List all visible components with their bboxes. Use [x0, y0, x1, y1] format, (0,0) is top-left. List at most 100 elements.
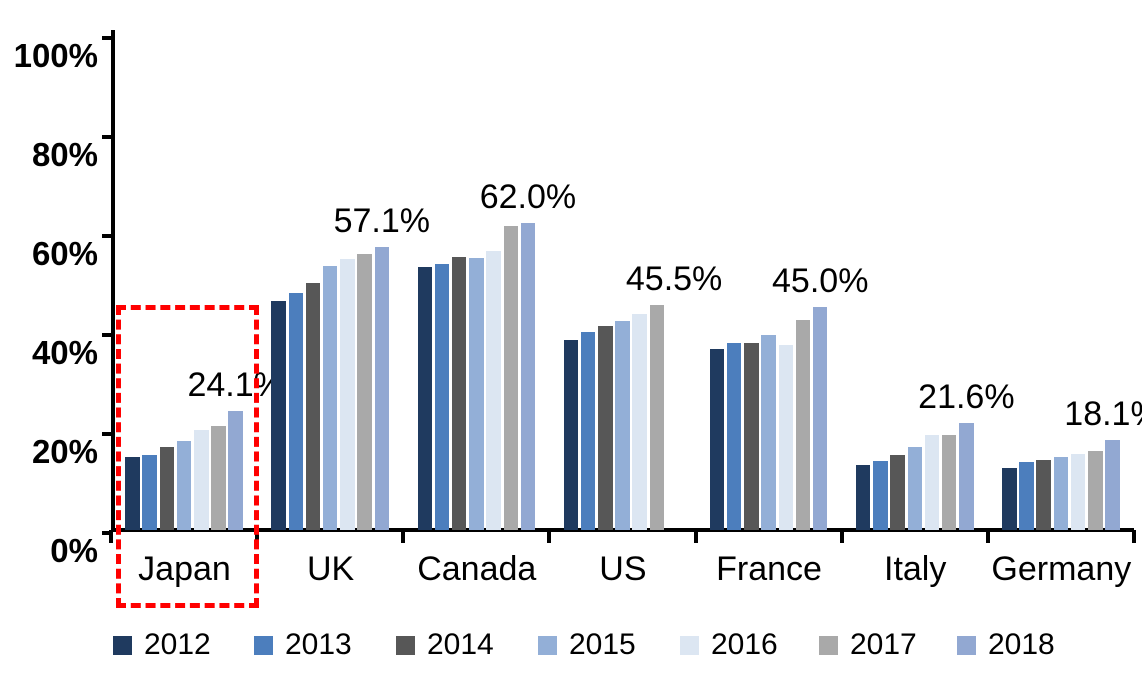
legend-swatch-2013	[254, 635, 273, 655]
bar-italy-2014	[890, 454, 905, 530]
y-axis-tick-40%	[102, 333, 112, 337]
category-label-japan: Japan	[138, 550, 231, 588]
category-label-italy: Italy	[884, 550, 947, 588]
data-label-germany: 18.1%	[1064, 395, 1142, 434]
bar-japan-2017	[211, 425, 226, 530]
bar-uk-2012	[271, 300, 286, 530]
japan-highlight-dashed-box	[116, 305, 259, 608]
y-axis-tick-20%	[102, 432, 112, 436]
legend-swatch-2017	[819, 635, 838, 655]
bar-canada-2012	[417, 266, 432, 530]
bar-uk-2015	[322, 265, 338, 530]
bar-italy-2015	[907, 446, 923, 530]
bar-germany-2014	[1036, 459, 1051, 530]
bar-italy-2016	[924, 434, 940, 530]
y-axis-label-80%: 80%	[31, 136, 98, 173]
bar-japan-2015	[176, 440, 192, 530]
category-label-uk: UK	[307, 550, 355, 588]
data-label-france: 45.0%	[772, 262, 869, 301]
bar-canada-2016	[486, 250, 501, 530]
bar-canada-2013	[434, 263, 450, 530]
bar-us-2012	[563, 340, 579, 530]
bar-germany-2012	[1002, 468, 1017, 530]
y-axis-label-100%: 100%	[13, 37, 98, 74]
legend-label-2012: 2012	[144, 628, 211, 661]
bar-us-2017	[649, 304, 665, 530]
bar-uk-2014	[305, 282, 321, 530]
legend-item-2018: 2018	[957, 629, 1055, 661]
bar-uk-2016	[340, 259, 355, 530]
y-axis-tick-0%	[102, 531, 112, 535]
bar-germany-2018	[1105, 440, 1120, 530]
y-axis-tick-80%	[102, 135, 112, 139]
bar-italy-2017	[941, 435, 957, 530]
bar-france-2017	[795, 319, 811, 530]
category-label-france: France	[716, 550, 822, 588]
x-axis-tick	[1131, 530, 1136, 543]
data-label-italy: 21.6%	[918, 378, 1015, 417]
bar-us-2014	[598, 326, 613, 530]
legend-item-2015: 2015	[538, 629, 636, 661]
bar-france-2012	[709, 349, 725, 530]
legend-label-2016: 2016	[711, 628, 778, 661]
bar-japan-2016	[194, 430, 209, 530]
legend-swatch-2012	[113, 635, 132, 655]
bar-france-2018	[812, 307, 828, 530]
legend-label-2017: 2017	[850, 628, 917, 661]
legend-label-2013: 2013	[285, 628, 352, 661]
bar-canada-2015	[469, 258, 484, 530]
legend-label-2014: 2014	[427, 628, 494, 661]
bar-us-2015	[615, 321, 630, 530]
bar-france-2013	[726, 342, 742, 530]
bar-france-2016	[778, 344, 794, 530]
x-axis-tick	[839, 530, 844, 543]
legend-label-2018: 2018	[988, 628, 1055, 661]
x-axis-tick	[985, 530, 990, 543]
bar-uk-2017	[357, 253, 372, 530]
data-label-uk: 57.1%	[333, 202, 430, 241]
bar-italy-2012	[855, 464, 871, 530]
legend-swatch-2015	[538, 635, 557, 655]
legend: 2012 2013 2014 2015 2016 2017 2018	[0, 629, 1142, 665]
x-axis-tick	[693, 530, 698, 543]
data-label-canada: 62.0%	[479, 178, 577, 217]
bar-canada-2018	[520, 223, 536, 530]
plot-area: 0% 20% 40% 60% 80% 100% 24.1% 57.1% 62.0% 45.5% 45…	[14, 30, 1142, 569]
y-axis-label-60%: 60%	[31, 235, 98, 272]
bar-germany-2017	[1088, 451, 1103, 530]
bar-japan-2013	[142, 455, 157, 530]
y-axis-label-20%: 20%	[31, 433, 98, 470]
bar-italy-2013	[873, 460, 888, 530]
bar-us-2013	[580, 331, 596, 530]
bar-us-2016	[632, 313, 647, 530]
category-label-us: US	[599, 550, 647, 588]
bar-canada-2014	[451, 256, 467, 530]
legend-item-2014: 2014	[396, 629, 494, 661]
bar-japan-2012	[125, 456, 140, 530]
legend-item-2013: 2013	[254, 629, 352, 661]
legend-item-2016: 2016	[680, 629, 778, 661]
x-axis-tick	[401, 530, 406, 543]
category-label-germany: Germany	[991, 550, 1132, 588]
bar-germany-2015	[1053, 457, 1069, 530]
legend-swatch-2018	[957, 635, 976, 655]
y-axis-label-40%: 40%	[31, 334, 98, 371]
category-label-canada: Canada	[417, 550, 537, 588]
legend-swatch-2014	[396, 635, 415, 655]
bar-japan-2014	[159, 446, 175, 530]
data-label-japan: 24.1%	[187, 365, 284, 404]
y-axis-line	[111, 30, 115, 530]
bar-italy-2018	[959, 423, 974, 530]
bar-germany-2013	[1019, 461, 1034, 530]
legend-label-2015: 2015	[569, 628, 636, 661]
bar-canada-2017	[503, 226, 518, 530]
bar-japan-2018	[228, 410, 243, 530]
y-axis-tick-100%	[102, 36, 112, 40]
bar-germany-2016	[1070, 454, 1086, 530]
data-label-us: 45.5%	[625, 259, 723, 298]
x-axis-tick	[547, 530, 552, 543]
bar-france-2015	[761, 334, 776, 530]
y-axis-label-0%: 0%	[50, 532, 98, 569]
legend-item-2012: 2012	[113, 629, 211, 661]
